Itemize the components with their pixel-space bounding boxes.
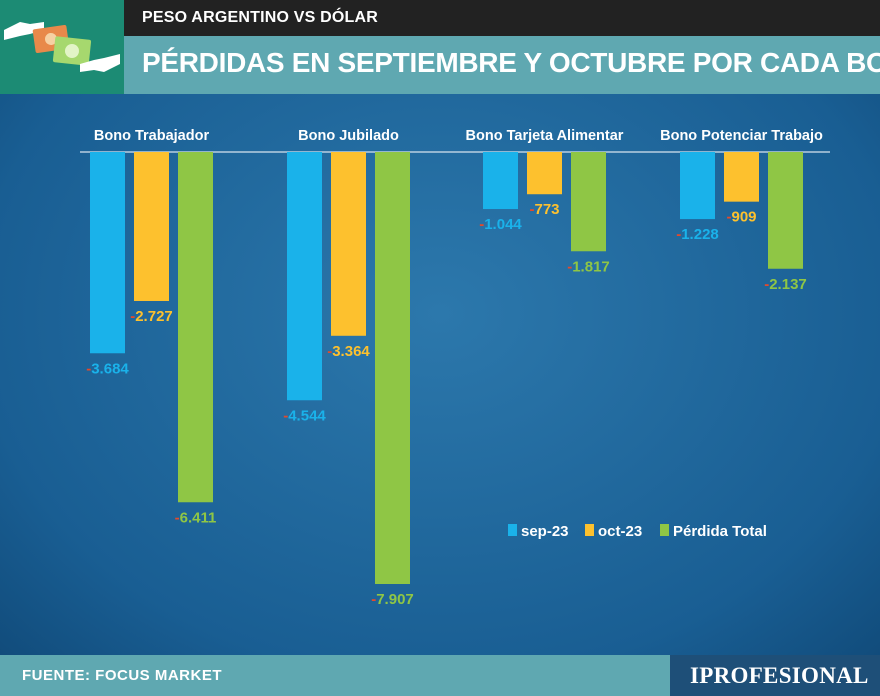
data-label: -6.411 (175, 509, 217, 526)
legend-label: oct-23 (598, 523, 642, 540)
legend-label: sep-23 (521, 523, 569, 540)
category-label: Bono Potenciar Trabajo (660, 128, 823, 144)
legend-swatch (660, 524, 669, 536)
bar-p-rdida-total (768, 152, 803, 269)
header-kicker-bar: PESO ARGENTINO VS DÓLAR (124, 0, 880, 36)
bar-sep-23 (483, 152, 518, 210)
data-label: -909 (726, 209, 756, 226)
bar-oct-23 (134, 152, 169, 301)
data-label: -1.817 (567, 258, 610, 275)
source-note: FUENTE: FOCUS MARKET (22, 667, 222, 684)
logo-box (0, 0, 124, 94)
legend-swatch (508, 524, 517, 536)
brand-name: IPROFESIONAL (690, 663, 869, 688)
data-label: -3.684 (86, 360, 129, 377)
bar-sep-23 (90, 152, 125, 354)
money-exchange-icon (4, 22, 120, 72)
data-label: -1.228 (676, 226, 719, 243)
data-label: -2.727 (130, 308, 173, 325)
data-label: -2.137 (764, 276, 807, 293)
page-title: PÉRDIDAS EN SEPTIEMBRE Y OCTUBRE POR CAD… (142, 47, 880, 78)
data-label: -3.364 (327, 343, 370, 360)
bar-p-rdida-total (178, 152, 213, 503)
legend-swatch (585, 524, 594, 536)
bar-oct-23 (331, 152, 366, 336)
data-label: -773 (529, 201, 559, 218)
bar-chart: Bono Trabajador -3.684 -2.727 -6.411 Bono Ju… (80, 128, 830, 608)
bar-p-rdida-total (571, 152, 606, 252)
bar-sep-23 (680, 152, 715, 220)
data-label: -1.044 (479, 216, 522, 233)
bar-oct-23 (724, 152, 759, 202)
data-label: -7.907 (371, 591, 414, 608)
data-label: -4.544 (283, 407, 326, 424)
bar-p-rdida-total (375, 152, 410, 584)
category-label: Bono Trabajador (94, 128, 210, 144)
bar-oct-23 (527, 152, 562, 195)
bar-sep-23 (287, 152, 322, 401)
category-label: Bono Tarjeta Alimentar (466, 128, 624, 144)
brand-logo: IPROFESIONAL (670, 655, 880, 696)
header-kicker: PESO ARGENTINO VS DÓLAR (142, 9, 379, 26)
category-label: Bono Jubilado (298, 128, 399, 144)
legend-label: Pérdida Total (673, 523, 767, 540)
header-title-bar: PÉRDIDAS EN SEPTIEMBRE Y OCTUBRE POR CAD… (124, 36, 880, 94)
